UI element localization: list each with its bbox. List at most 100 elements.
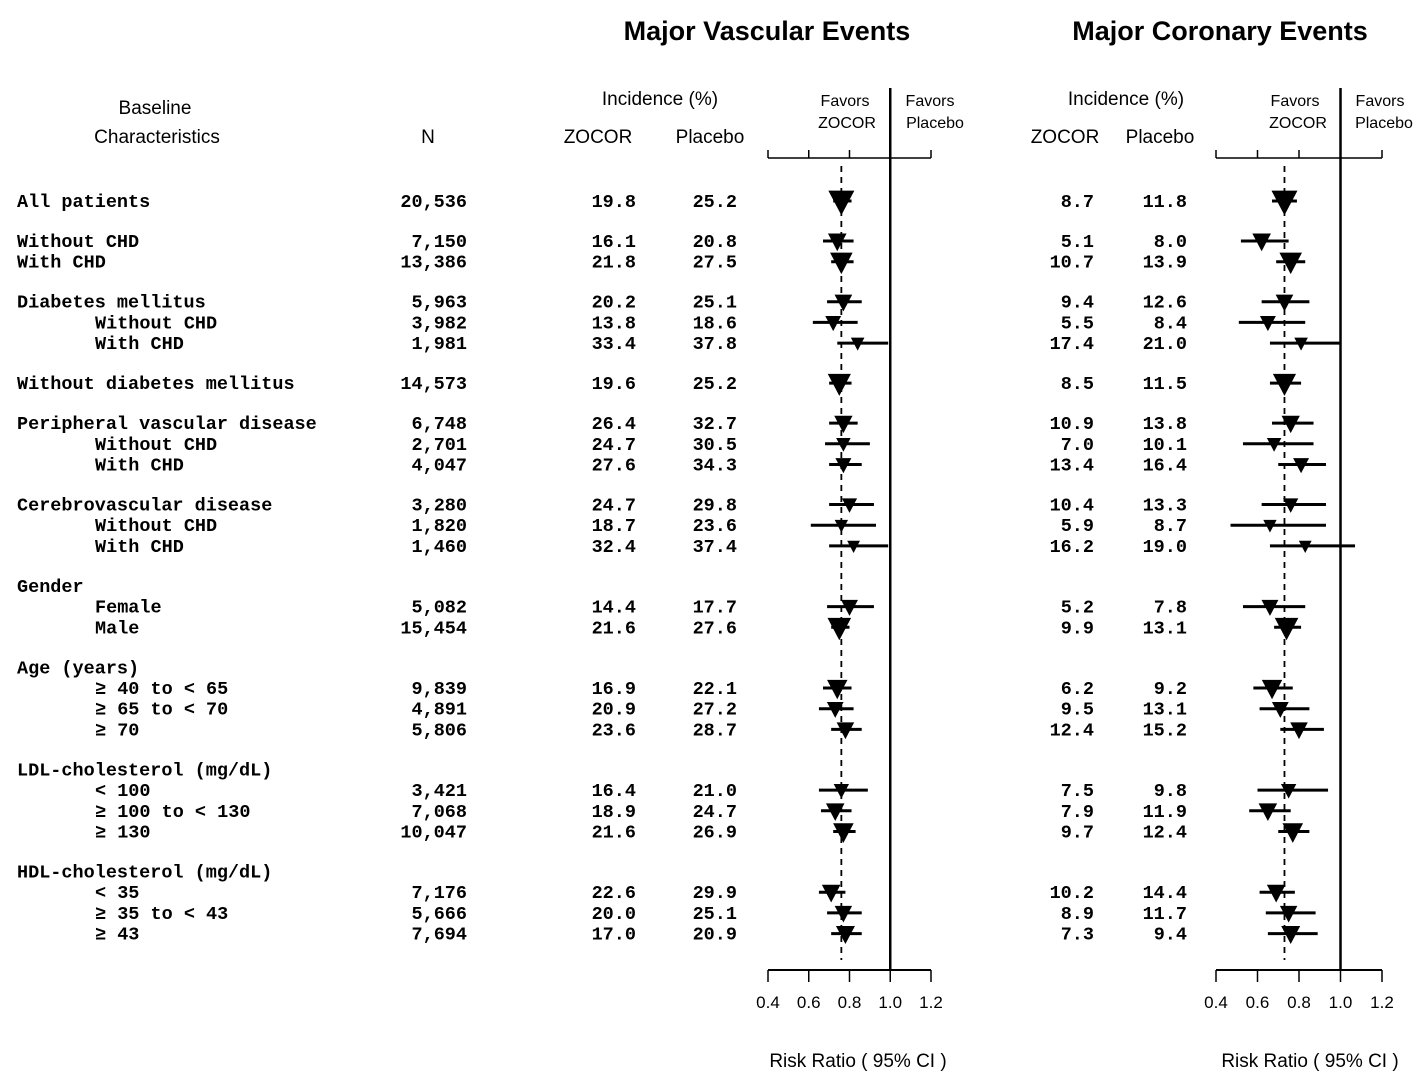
vascular-placebo-incidence: 26.9: [693, 823, 737, 844]
risk-ratio-marker: [1263, 519, 1277, 533]
vascular-zocor-incidence: 19.8: [592, 192, 636, 213]
risk-ratio-marker: [1290, 722, 1308, 740]
coronary-zocor-incidence: 6.2: [1061, 679, 1094, 700]
row-n: 7,694: [411, 925, 467, 946]
risk-ratio-marker: [841, 599, 858, 616]
header-placebo-vascular: Placebo: [676, 127, 745, 148]
row-group-label: Age (years): [17, 658, 139, 679]
coronary-zocor-incidence: 9.7: [1061, 823, 1094, 844]
x-tick-label: 1.0: [1329, 993, 1353, 1012]
vascular-placebo-incidence: 20.9: [693, 925, 737, 946]
risk-ratio-marker: [834, 519, 849, 533]
risk-ratio-marker: [1261, 679, 1283, 700]
row-n: 5,806: [411, 720, 467, 741]
row-label: Female: [95, 598, 162, 619]
x-tick-label: 0.6: [797, 993, 821, 1012]
coronary-placebo-incidence: 12.6: [1143, 293, 1187, 314]
coronary-placebo-incidence: 19.0: [1143, 537, 1187, 558]
coronary-placebo-incidence: 15.2: [1143, 720, 1187, 741]
coronary-zocor-incidence: 9.9: [1061, 618, 1094, 639]
favors-zocor-vascular-line1: Favors: [821, 93, 870, 110]
coronary-zocor-incidence: 5.1: [1061, 232, 1094, 253]
row-label: ≥ 100 to < 130: [95, 802, 250, 823]
risk-ratio-marker: [1271, 701, 1289, 718]
row-n: 7,068: [411, 802, 467, 823]
vascular-zocor-incidence: 23.6: [592, 720, 636, 741]
risk-ratio-marker: [834, 905, 853, 923]
row-label: With CHD: [17, 253, 106, 274]
header-baseline-line1: Baseline: [119, 98, 192, 119]
row-n: 14,573: [400, 374, 467, 395]
risk-ratio-marker: [827, 679, 848, 700]
vascular-placebo-incidence: 37.8: [693, 334, 737, 355]
risk-ratio-marker: [821, 884, 841, 903]
coronary-zocor-incidence: 12.4: [1050, 720, 1094, 741]
coronary-placebo-incidence: 13.1: [1143, 700, 1187, 721]
risk-ratio-marker: [1283, 498, 1299, 513]
vascular-placebo-incidence: 25.1: [693, 293, 737, 314]
risk-ratio-marker: [1266, 884, 1286, 903]
coronary-placebo-incidence: 9.2: [1154, 679, 1187, 700]
risk-ratio-marker: [1298, 540, 1312, 553]
row-n: 10,047: [400, 823, 467, 844]
risk-ratio-marker: [834, 294, 853, 312]
row-n: 5,666: [411, 904, 467, 925]
vascular-placebo-incidence: 18.6: [693, 313, 737, 334]
coronary-placebo-incidence: 7.8: [1154, 598, 1187, 619]
coronary-zocor-incidence: 10.4: [1050, 496, 1094, 517]
row-label: < 35: [95, 883, 139, 904]
coronary-placebo-incidence: 16.4: [1143, 456, 1187, 477]
vascular-placebo-incidence: 25.2: [693, 374, 737, 395]
coronary-zocor-incidence: 5.2: [1061, 598, 1094, 619]
row-n: 3,280: [411, 496, 467, 517]
x-axis-label-vascular: Risk Ratio ( 95% CI ): [769, 1051, 946, 1072]
x-tick-label: 1.0: [878, 993, 902, 1012]
coronary-zocor-incidence: 9.4: [1061, 293, 1094, 314]
row-label: < 100: [95, 781, 151, 802]
risk-ratio-marker: [850, 337, 865, 351]
coronary-zocor-incidence: 10.2: [1050, 883, 1094, 904]
vascular-zocor-incidence: 21.6: [592, 823, 636, 844]
vascular-zocor-incidence: 14.4: [592, 598, 636, 619]
vascular-zocor-incidence: 20.0: [592, 904, 636, 925]
vascular-placebo-incidence: 27.2: [693, 700, 737, 721]
row-label: All patients: [17, 192, 150, 213]
vascular-zocor-incidence: 24.7: [592, 435, 636, 456]
coronary-placebo-incidence: 10.1: [1143, 435, 1187, 456]
row-n: 1,820: [411, 516, 467, 537]
coronary-placebo-incidence: 9.8: [1154, 781, 1187, 802]
coronary-zocor-incidence: 8.9: [1061, 904, 1094, 925]
vascular-zocor-incidence: 20.2: [592, 293, 636, 314]
coronary-placebo-incidence: 8.0: [1154, 232, 1187, 253]
risk-ratio-marker: [1252, 233, 1271, 252]
row-n: 7,150: [411, 232, 467, 253]
row-label: Without CHD: [17, 232, 139, 253]
risk-ratio-marker: [836, 722, 855, 740]
row-label: With CHD: [95, 334, 184, 355]
row-label: ≥ 130: [95, 823, 151, 844]
favors-placebo-coronary-line2: Placebo: [1355, 115, 1413, 132]
vascular-zocor-incidence: 22.6: [592, 883, 636, 904]
row-n: 2,701: [411, 435, 467, 456]
risk-ratio-marker: [1281, 925, 1301, 945]
vascular-zocor-incidence: 18.7: [592, 516, 636, 537]
vascular-zocor-incidence: 21.8: [592, 253, 636, 274]
forest-panel-vascular: 0.4 0.6 0.8 1.0 1.2: [756, 88, 943, 1012]
coronary-zocor-incidence: 5.5: [1061, 313, 1094, 334]
x-tick-label: 0.8: [838, 993, 862, 1012]
vascular-placebo-incidence: 28.7: [693, 720, 737, 741]
vascular-zocor-incidence: 20.9: [592, 700, 636, 721]
x-tick-label: 1.2: [1370, 993, 1394, 1012]
row-label: With CHD: [95, 456, 184, 477]
risk-ratio-marker: [827, 373, 851, 396]
risk-ratio-marker: [1280, 783, 1297, 799]
coronary-zocor-incidence: 5.9: [1061, 516, 1094, 537]
risk-ratio-marker: [825, 316, 842, 332]
vascular-placebo-incidence: 23.6: [693, 516, 737, 537]
risk-ratio-marker: [1266, 437, 1282, 452]
row-n: 6,748: [411, 414, 467, 435]
risk-ratio-marker: [830, 252, 853, 275]
risk-ratio-marker: [1275, 294, 1294, 312]
risk-ratio-marker: [836, 437, 851, 452]
